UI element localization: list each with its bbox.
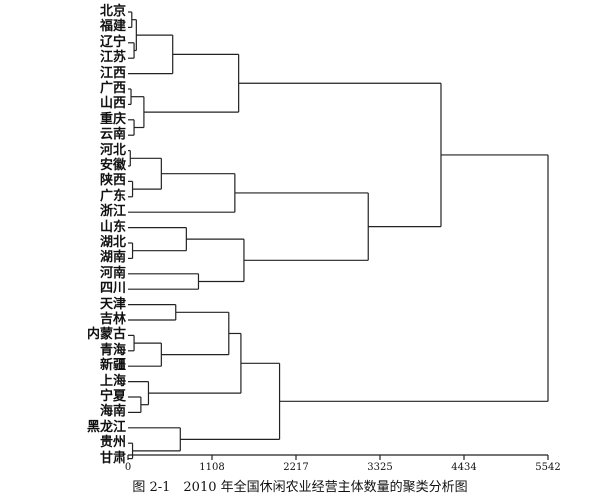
leaf-label: 云南 [99, 127, 126, 143]
dendrogram-tree [128, 11, 549, 460]
leaf-label: 重庆 [99, 111, 126, 127]
leaf-label: 天津 [99, 296, 126, 312]
leaf-label: 江西 [99, 65, 126, 81]
leaf-label: 广东 [99, 188, 126, 204]
leaf-label: 山东 [99, 219, 126, 235]
distance-axis [127, 454, 549, 460]
leaf-label: 北京 [99, 4, 126, 19]
figure-caption: 图 2-1 2010 年全国休闲农业经营主体数量的聚类分析图 [132, 480, 468, 495]
leaf-label: 海南 [99, 404, 126, 420]
leaf-label: 内蒙古 [86, 327, 126, 343]
leaf-label: 四川 [99, 281, 126, 297]
leaf-label: 江苏 [99, 50, 126, 66]
leaf-label: 辽宁 [99, 34, 126, 50]
axis-tick-label: 5542 [535, 462, 561, 473]
leaf-label: 黑龙江 [86, 419, 126, 435]
axis-tick-label: 2217 [283, 462, 309, 473]
leaf-label: 湖北 [99, 235, 126, 250]
leaf-label: 贵州 [99, 435, 126, 451]
leaf-label: 山西 [99, 96, 126, 112]
axis-tick-label: 4434 [451, 462, 477, 473]
leaf-label: 青海 [99, 342, 126, 358]
leaf-label: 河北 [99, 142, 126, 158]
axis-tick-label: 3325 [367, 462, 393, 473]
leaf-label: 甘肃 [99, 450, 126, 466]
leaf-label: 浙江 [99, 204, 126, 220]
axis-tick-label: 1108 [199, 462, 225, 473]
leaf-label: 新疆 [99, 358, 126, 374]
leaf-label: 吉林 [99, 312, 126, 327]
axis-tick-label: 0 [124, 462, 132, 473]
leaf-label: 河南 [99, 265, 126, 281]
leaf-label: 安徽 [99, 158, 126, 173]
leaf-label: 广西 [99, 81, 126, 96]
leaf-label: 福建 [99, 19, 126, 35]
leaf-label: 宁夏 [99, 389, 126, 404]
leaf-label: 陕西 [99, 173, 126, 189]
leaf-label: 上海 [99, 373, 126, 389]
leaf-label: 湖南 [99, 250, 126, 266]
